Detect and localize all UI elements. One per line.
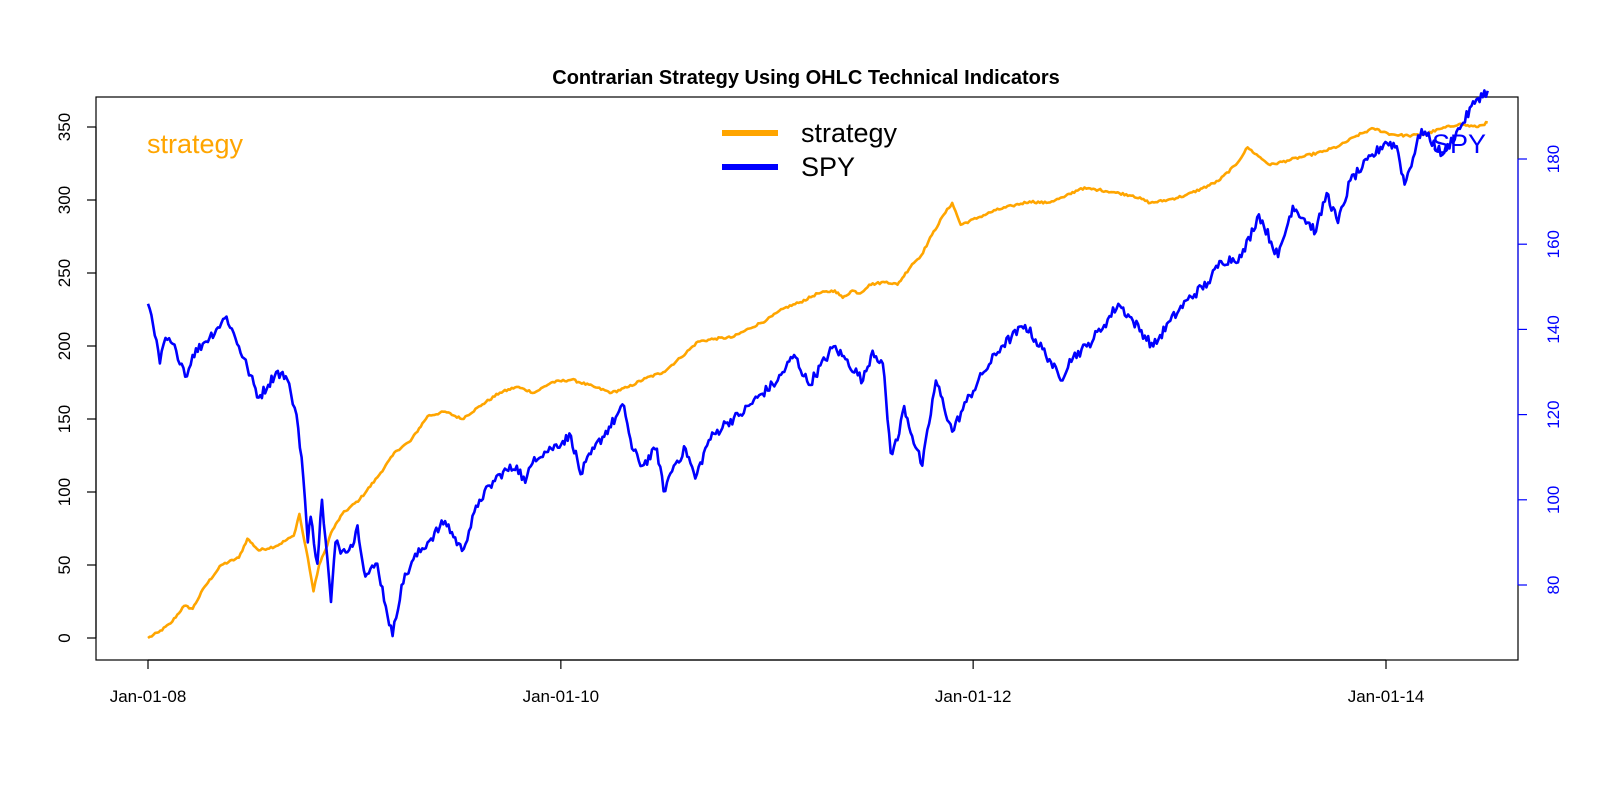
series-group bbox=[146, 89, 1489, 640]
series-label-spy: SPY bbox=[1432, 129, 1486, 159]
right-axis: 80 100 120 140 160 180 bbox=[1517, 145, 1563, 595]
x-tick-label: Jan-01-14 bbox=[1348, 687, 1425, 706]
x-tick-label: Jan-01-08 bbox=[110, 687, 187, 706]
left-tick-label: 200 bbox=[55, 332, 74, 360]
right-tick-label: 140 bbox=[1544, 315, 1563, 343]
series-labels: strategy SPY bbox=[147, 129, 1486, 159]
right-tick-label: 80 bbox=[1544, 576, 1563, 595]
series-line-strategy bbox=[147, 120, 1489, 640]
left-tick-label: 250 bbox=[55, 259, 74, 287]
x-tick-label: Jan-01-12 bbox=[935, 687, 1012, 706]
left-tick-label: 350 bbox=[55, 113, 74, 141]
left-tick-label: 100 bbox=[55, 478, 74, 506]
right-tick-label: 160 bbox=[1544, 230, 1563, 258]
left-axis: 0 50 100 150 200 250 300 350 bbox=[55, 113, 97, 643]
left-tick-label: 150 bbox=[55, 405, 74, 433]
series-label-strategy: strategy bbox=[147, 129, 244, 159]
legend-label-strategy: strategy bbox=[801, 118, 898, 148]
left-tick-label: 50 bbox=[55, 556, 74, 575]
legend: strategy SPY bbox=[722, 118, 898, 182]
right-tick-label: 120 bbox=[1544, 400, 1563, 428]
x-axis: Jan-01-08 Jan-01-10 Jan-01-12 Jan-01-14 bbox=[110, 659, 1425, 706]
chart-title: Contrarian Strategy Using OHLC Technical… bbox=[552, 67, 1060, 89]
x-tick-label: Jan-01-10 bbox=[523, 687, 600, 706]
series-line-spy bbox=[146, 89, 1489, 638]
right-tick-label: 180 bbox=[1544, 145, 1563, 173]
right-tick-label: 100 bbox=[1544, 486, 1563, 514]
legend-label-spy: SPY bbox=[801, 152, 855, 182]
left-tick-label: 300 bbox=[55, 186, 74, 214]
left-tick-label: 0 bbox=[55, 633, 74, 642]
